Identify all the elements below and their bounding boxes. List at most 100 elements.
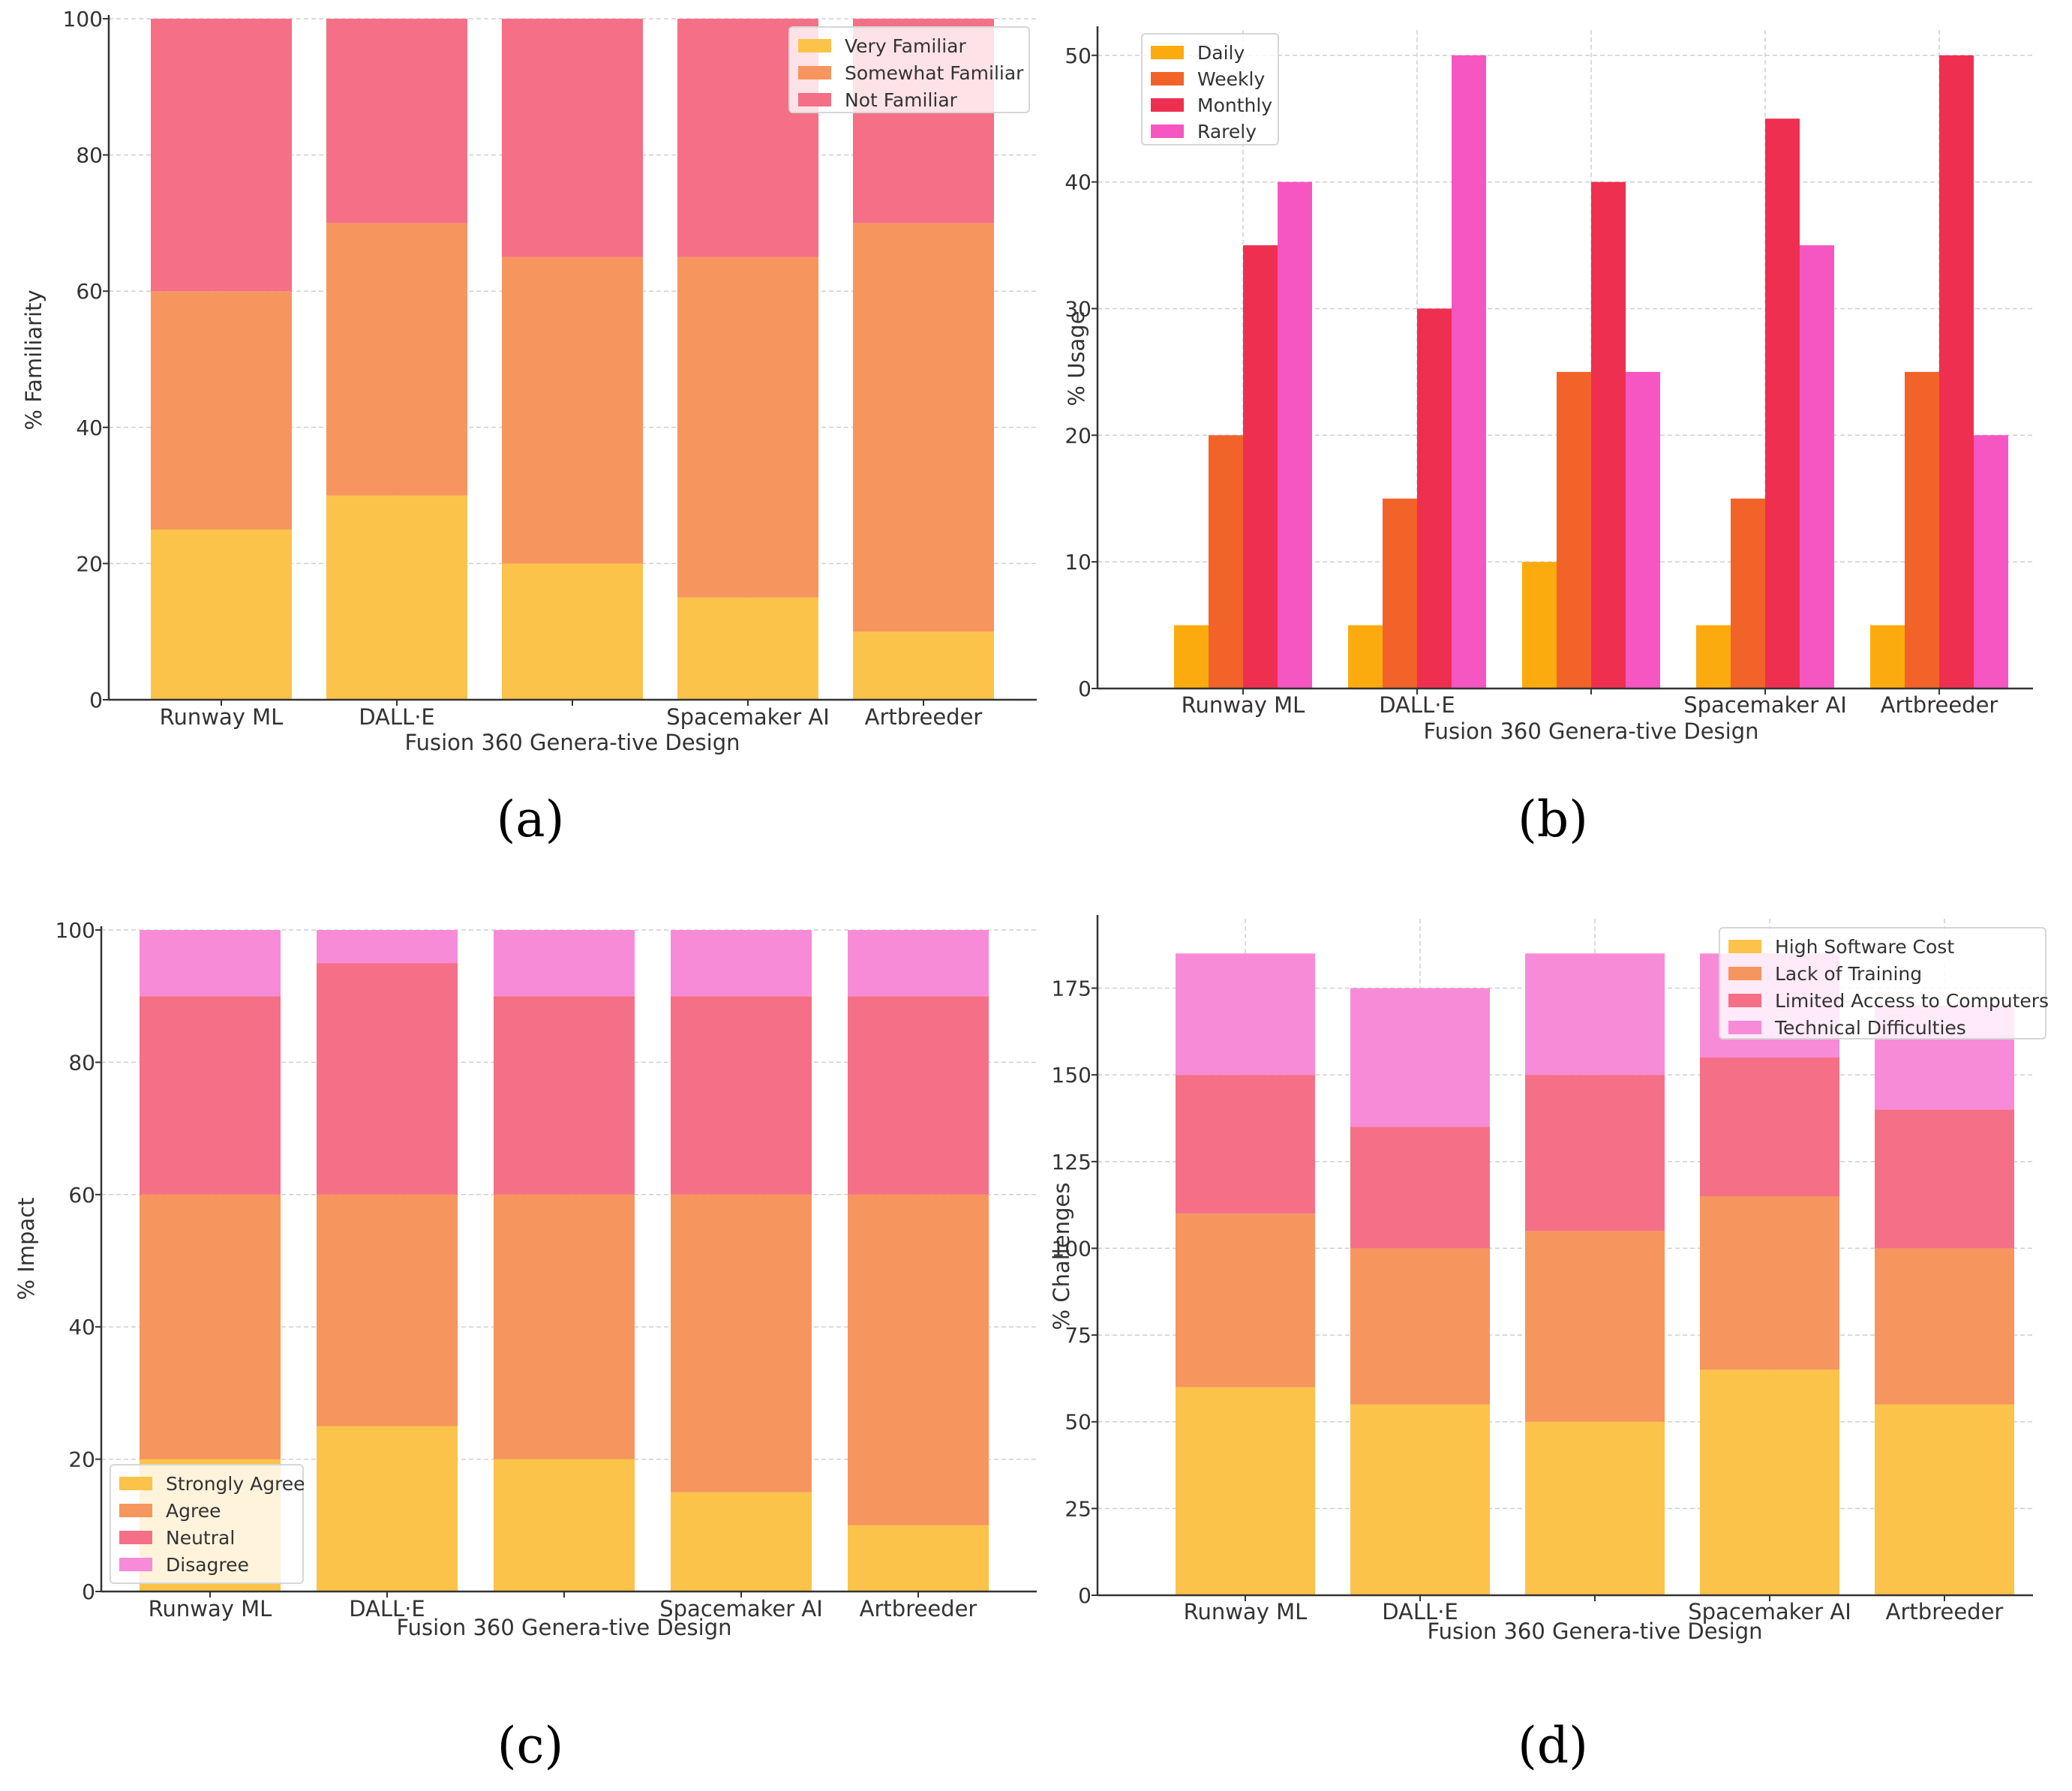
bar-segment — [1176, 1214, 1315, 1388]
y-tick-label: 0 — [1078, 676, 1092, 701]
bar — [1939, 55, 1974, 689]
legend-item-label: Daily — [1197, 42, 1245, 64]
bar-segment — [1525, 1421, 1665, 1595]
x-tick-label: Fusion 360 Genera-tive Design — [1427, 1618, 1762, 1644]
legend-frame — [1141, 33, 1279, 146]
y-tick-label: 0 — [89, 688, 103, 712]
x-tick-label: Runway ML — [160, 704, 284, 730]
legend-item-label: Not Familiar — [845, 89, 958, 111]
bar-segment — [494, 930, 635, 997]
legend-item-label: Technical Difficulties — [1774, 1017, 1966, 1039]
bar-segment — [1700, 1058, 1839, 1197]
legend-swatch — [1728, 940, 1761, 953]
bar-segment — [671, 1492, 812, 1592]
y-axis-label: % Familiarity — [21, 290, 47, 430]
y-tick-label: 60 — [68, 1183, 95, 1208]
legend: Very Familiar Somewhat Familiar Not Famili… — [788, 26, 1030, 113]
x-tick-label: Spacemaker AI — [1683, 692, 1847, 718]
bar-segment — [1700, 1196, 1839, 1370]
bar — [1591, 182, 1626, 689]
bar-segment — [1176, 953, 1315, 1076]
bar-segment — [848, 1525, 989, 1592]
y-tick-label: 100 — [63, 7, 103, 32]
x-tick-label: Fusion 360 Genera-tive Design — [396, 1615, 731, 1640]
bar-segment — [502, 19, 643, 257]
y-tick-label: 60 — [76, 279, 103, 304]
bar-segment — [317, 1426, 458, 1592]
legend-item-label: Very Familiar — [845, 35, 966, 57]
x-tick-label: Fusion 360 Genera-tive Design — [1423, 718, 1758, 744]
legend-item-label: Limited Access to Computers — [1775, 990, 2049, 1012]
legend-item-label: Rarely — [1197, 121, 1257, 142]
legend-frame — [788, 26, 1030, 113]
bar-segment — [326, 495, 467, 700]
bar — [1974, 435, 2008, 688]
x-tick-label: DALL·E — [1379, 692, 1455, 718]
y-tick-label: 80 — [76, 143, 103, 168]
bar-segment — [326, 223, 467, 496]
y-tick-label: 25 — [1065, 1496, 1092, 1521]
bar-segment — [1350, 1248, 1490, 1405]
bar-segment — [671, 930, 812, 997]
bar-segment — [1525, 953, 1665, 1076]
chart-d: 0 25 50 75 100 125 150 175 Runway ML DALL·EFusion… — [1049, 915, 2049, 1774]
legend-item-label: Somewhat Familiar — [845, 62, 1024, 84]
legend-swatch — [798, 93, 831, 106]
legend-frame — [110, 1464, 304, 1584]
bar-segment — [1875, 1109, 2014, 1249]
legend-item-label: Disagree — [166, 1554, 249, 1576]
bar-segment — [677, 256, 818, 598]
bar-segment — [494, 1194, 635, 1460]
y-tick-label: 20 — [68, 1448, 95, 1472]
x-tick-label: Runway ML — [149, 1596, 272, 1622]
y-tick-label: 75 — [1065, 1323, 1092, 1348]
x-tick-label: Runway ML — [1182, 692, 1305, 718]
bar-segment — [1176, 1387, 1315, 1595]
legend-swatch — [119, 1477, 152, 1490]
legend-swatch — [119, 1504, 152, 1517]
legend-item-label: Weekly — [1197, 68, 1265, 90]
bar-segment — [502, 256, 643, 564]
legend-item-label: Strongly Agree — [166, 1473, 305, 1495]
y-tick-label: 40 — [76, 416, 103, 440]
bar-segment — [140, 930, 281, 997]
x-tick-label: Spacemaker AI — [659, 1596, 823, 1622]
y-tick-label: 0 — [82, 1580, 95, 1604]
panel-label: (d) — [1518, 1717, 1588, 1774]
bar-segment — [317, 1194, 458, 1426]
bar — [1417, 308, 1452, 688]
bar-segment — [848, 996, 989, 1195]
legend: Daily Weekly Monthly Rarely — [1141, 33, 1279, 146]
x-tick-label: Fusion 360 Genera-tive Design — [404, 730, 740, 755]
y-tick-label: 30 — [1065, 296, 1092, 321]
bar-segment — [848, 930, 989, 997]
bar-segment — [151, 291, 292, 530]
bar-segment — [317, 930, 458, 964]
x-tick-label: DALL·E — [359, 704, 435, 730]
y-tick-label: 20 — [1065, 423, 1092, 448]
legend-swatch — [1151, 72, 1184, 86]
x-tick-label: Artbreeder — [1886, 1599, 2004, 1624]
bar — [1348, 625, 1383, 688]
bar-segment — [502, 563, 643, 700]
panel-label: (c) — [497, 1717, 563, 1774]
x-tick-label: Runway ML — [1184, 1599, 1308, 1624]
y-axis-label: % Impact — [14, 1197, 39, 1300]
legend: Strongly Agree Agree Neutral Disagree — [110, 1464, 305, 1584]
bar — [1174, 625, 1209, 688]
bar-segment — [1875, 1404, 2014, 1595]
bar-segment — [671, 996, 812, 1195]
legend-swatch — [1151, 46, 1184, 59]
bar-segment — [677, 597, 818, 700]
x-tick-label: Spacemaker AI — [666, 704, 830, 730]
bar — [1696, 625, 1731, 688]
bar-segment — [151, 530, 292, 700]
bar — [1905, 371, 1939, 688]
y-tick-label: 20 — [76, 551, 103, 576]
y-tick-label: 10 — [1065, 550, 1092, 574]
bar-segment — [317, 963, 458, 1195]
bar-segment — [326, 19, 467, 224]
bar — [1522, 562, 1557, 688]
y-tick-label: 40 — [68, 1315, 95, 1340]
